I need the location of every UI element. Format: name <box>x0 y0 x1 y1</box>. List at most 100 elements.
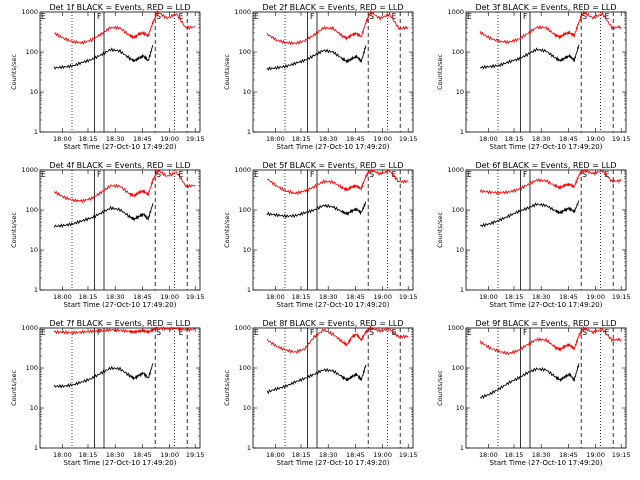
x-tick-label: 18:30 <box>319 293 338 301</box>
x-tick-label: 18:30 <box>532 135 551 143</box>
x-axis-label: Start Time (27-Oct-10 17:49:20) <box>64 301 177 309</box>
x-tick-label: 19:00 <box>160 451 179 459</box>
y-axis-label: Counts/sec <box>436 212 444 248</box>
y-tick-label: 1000 <box>21 8 38 16</box>
x-tick-label: 18:45 <box>559 451 578 459</box>
black-series-line <box>53 44 154 70</box>
flag-label: F <box>310 170 314 179</box>
plot-frame <box>252 169 414 291</box>
x-tick-label: 18:00 <box>479 135 498 143</box>
panel-title: Det 1f BLACK = Events, RED = LLD <box>49 3 190 12</box>
flag-label: E <box>605 12 610 21</box>
black-series-line <box>479 200 579 228</box>
y-axis-label: Counts/sec <box>223 212 231 248</box>
x-tick-label: 18:00 <box>266 135 285 143</box>
x-axis-label: Start Time (27-Oct-10 17:49:20) <box>64 459 177 467</box>
flag-label: E <box>41 328 46 337</box>
y-tick-label: 1 <box>34 286 38 294</box>
x-tick-label: 19:15 <box>399 293 418 301</box>
y-tick-label: 10 <box>30 246 38 254</box>
plot-frame <box>252 11 414 133</box>
panel-det-3: Det 3f BLACK = Events, RED = LLD 1 10 100 10… <box>436 3 631 151</box>
x-tick-label: 18:00 <box>53 451 72 459</box>
x-axis-label: Start Time (27-Oct-10 17:49:20) <box>277 301 390 309</box>
y-tick-label: 1 <box>460 128 464 136</box>
x-tick-label: 18:45 <box>133 451 152 459</box>
x-tick-label: 18:00 <box>266 293 285 301</box>
x-tick-label: 19:15 <box>186 135 205 143</box>
x-tick-label: 19:15 <box>399 451 418 459</box>
plot-frame <box>39 327 201 449</box>
y-tick-label: 1000 <box>234 8 251 16</box>
plot-frame <box>252 327 414 449</box>
panel-det-1: Det 1f BLACK = Events, RED = LLD 1 10 100 10… <box>10 3 205 151</box>
flag-label: E <box>392 328 397 337</box>
panel-title: Det 4f BLACK = Events, RED = LLD <box>49 161 190 170</box>
y-axis-label: Counts/sec <box>436 54 444 90</box>
x-tick-label: 18:45 <box>346 293 365 301</box>
y-tick-label: 100 <box>26 206 38 214</box>
flag-label: E <box>392 12 397 21</box>
x-tick-label: 19:15 <box>399 135 418 143</box>
x-tick-label: 18:15 <box>79 293 98 301</box>
flag-label: E <box>41 170 46 179</box>
x-axis-label: Start Time (27-Oct-10 17:49:20) <box>490 143 603 151</box>
x-tick-label: 18:15 <box>292 293 311 301</box>
y-tick-label: 1 <box>34 444 38 452</box>
x-tick-label: 19:00 <box>586 293 605 301</box>
y-axis-label: Counts/sec <box>10 54 18 90</box>
y-tick-label: 100 <box>239 48 251 56</box>
flag-label: E <box>467 170 472 179</box>
black-series-line <box>53 363 154 389</box>
x-tick-label: 18:15 <box>292 451 311 459</box>
red-series-line <box>266 168 409 196</box>
panel-det-8: Det 8f BLACK = Events, RED = LLD 1 10 100 10… <box>223 319 418 467</box>
flag-label: E <box>254 170 259 179</box>
flag-label: E <box>179 170 184 179</box>
panel-det-2: Det 2f BLACK = Events, RED = LLD 1 10 100 10… <box>223 3 418 151</box>
red-series-line <box>266 10 409 46</box>
y-tick-label: 10 <box>30 404 38 412</box>
red-series-line <box>53 326 196 336</box>
y-tick-label: 1000 <box>447 8 464 16</box>
flag-label: F <box>523 12 527 21</box>
flag-label: S <box>582 170 587 179</box>
flag-label: E <box>254 328 259 337</box>
x-tick-label: 18:30 <box>106 135 125 143</box>
y-tick-label: 10 <box>456 404 464 412</box>
flag-label: E <box>41 12 46 21</box>
x-tick-label: 18:30 <box>532 293 551 301</box>
y-axis-label: Counts/sec <box>223 370 231 406</box>
flag-label: S <box>156 328 161 337</box>
flag-label: E <box>605 170 610 179</box>
flag-label: E <box>605 328 610 337</box>
red-series-line <box>479 168 622 196</box>
x-tick-label: 18:30 <box>106 293 125 301</box>
black-series-line <box>480 44 580 70</box>
panel-det-5: Det 5f BLACK = Events, RED = LLD 1 10 100 10… <box>223 161 418 309</box>
plot-frame <box>39 169 201 291</box>
black-series-line <box>266 364 367 395</box>
x-tick-label: 18:00 <box>479 451 498 459</box>
x-tick-label: 18:30 <box>319 135 338 143</box>
y-tick-label: 10 <box>456 246 464 254</box>
panel-title: Det 7f BLACK = Events, RED = LLD <box>49 319 190 328</box>
black-series-line <box>266 45 367 72</box>
red-series-line <box>54 9 196 45</box>
x-tick-label: 18:45 <box>559 293 578 301</box>
red-series-line <box>266 324 409 354</box>
black-series-line <box>479 363 580 400</box>
black-series-line <box>53 203 154 228</box>
y-tick-label: 100 <box>452 364 464 372</box>
flag-label: F <box>97 170 101 179</box>
flag-label: S <box>369 12 374 21</box>
x-tick-label: 19:15 <box>186 293 205 301</box>
y-tick-label: 1 <box>34 128 38 136</box>
y-tick-label: 1000 <box>447 166 464 174</box>
x-tick-label: 18:00 <box>53 293 72 301</box>
plot-frame <box>465 11 627 133</box>
y-tick-label: 1 <box>460 286 464 294</box>
y-axis-label: Counts/sec <box>436 370 444 406</box>
flag-label: F <box>97 12 101 21</box>
panel-title: Det 2f BLACK = Events, RED = LLD <box>262 3 403 12</box>
